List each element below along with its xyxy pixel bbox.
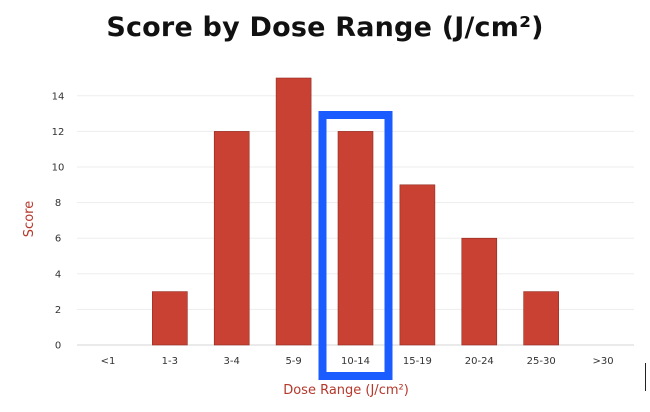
- y-tick-label: 10: [52, 163, 65, 174]
- highlight-box: [318, 111, 393, 380]
- y-tick-label: 4: [55, 269, 61, 280]
- x-tick-label: 25-30: [527, 356, 556, 367]
- y-axis-label: Score: [22, 201, 37, 237]
- bar-10-14: [337, 131, 374, 346]
- bar-15-19: [399, 184, 436, 346]
- y-tick-label: 0: [55, 341, 61, 352]
- x-tick-label: 1-3: [162, 356, 178, 367]
- bar-1-3: [152, 291, 188, 346]
- x-tick-label: 15-19: [403, 356, 432, 367]
- y-tick-label: 2: [55, 305, 61, 316]
- y-tick-label: 6: [55, 234, 61, 245]
- x-axis-ticks: <1 1-3 3-4 5-9 10-14 15-19 20-24 25-30 >30: [101, 356, 614, 367]
- highlight-rectangle: [318, 111, 393, 380]
- x-axis-label: Dose Range (J/cm²): [283, 383, 409, 398]
- bar-5-9: [275, 77, 312, 346]
- x-tick-label: 10-14: [341, 356, 370, 367]
- bars: [152, 77, 559, 346]
- x-tick-label: 20-24: [465, 356, 494, 367]
- bar-25-30: [523, 291, 559, 346]
- x-tick-label: 3-4: [224, 356, 240, 367]
- y-axis-ticks: 0 2 4 6 8 10 12 14: [52, 91, 65, 351]
- chart-title: Score by Dose Range (J/cm²): [106, 12, 544, 43]
- x-tick-label: <1: [101, 356, 116, 367]
- x-tick-label: 5-9: [285, 356, 301, 367]
- bar-20-24: [461, 237, 498, 346]
- y-tick-label: 12: [52, 127, 65, 138]
- y-tick-label: 14: [52, 91, 65, 102]
- bar-3-4: [213, 131, 250, 346]
- x-tick-label: >30: [593, 356, 614, 367]
- y-tick-label: 8: [55, 198, 61, 209]
- frame-edge: [645, 363, 646, 391]
